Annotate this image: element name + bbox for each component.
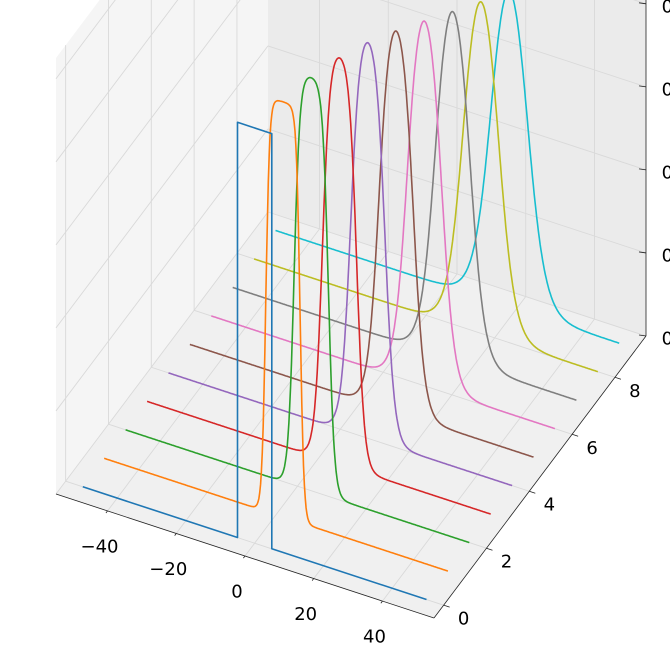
z-tick-mark <box>638 334 647 337</box>
z-grid-line <box>55 0 241 246</box>
x-tick-mark <box>174 533 177 536</box>
x-tick-mark <box>243 555 246 559</box>
x-tick-mark <box>105 510 108 514</box>
x-grid-line <box>313 296 527 579</box>
z-tick-label: 0.4 <box>662 162 670 183</box>
x-tick-label: 20 <box>294 604 317 625</box>
y-axis-line <box>433 335 647 619</box>
series-line-8 <box>253 0 599 373</box>
y-tick-label: 6 <box>586 438 597 459</box>
y-tick-mark <box>614 376 622 380</box>
z-tick-mark <box>638 168 647 171</box>
z-tick-label: 0.8 <box>662 0 670 17</box>
z-tick-label: 0.0 <box>662 329 670 350</box>
z-grid-line <box>267 211 647 337</box>
y-tick-mark <box>443 604 450 608</box>
z-grid-line <box>55 128 269 412</box>
z-grid-line <box>55 45 269 329</box>
z-tick-mark <box>638 251 647 254</box>
z-tick-label: 0.6 <box>662 79 670 100</box>
y-tick-label: 0 <box>458 609 469 630</box>
x-tick-mark <box>311 578 315 581</box>
z-grid-line <box>267 45 647 171</box>
series-line-7 <box>232 10 577 401</box>
series-group <box>82 0 620 601</box>
y-tick-mark <box>571 433 579 437</box>
z-grid-line <box>55 0 116 80</box>
x-tick-label: −40 <box>81 536 119 557</box>
y-tick-label: 8 <box>629 381 640 402</box>
x-tick-mark <box>380 600 383 604</box>
z-tick-label: 0.2 <box>662 246 670 267</box>
series-line-1 <box>103 99 449 572</box>
left-pane <box>56 0 268 494</box>
series-line-6 <box>211 20 556 430</box>
series-line-4 <box>168 41 513 487</box>
z-grid-line <box>55 0 179 163</box>
z-grid-line <box>55 211 269 495</box>
y-tick-label: 2 <box>501 552 512 573</box>
x-grid-line <box>175 251 389 534</box>
z-tick-mark <box>638 85 647 88</box>
y-tick-mark <box>486 547 493 551</box>
x-grid-line <box>244 273 458 557</box>
x-grid-line <box>382 318 595 602</box>
series-line-3 <box>146 57 491 515</box>
x-tick-label: −20 <box>149 559 187 580</box>
x-tick-label: 0 <box>231 582 242 603</box>
x-grid-line <box>107 228 320 512</box>
series-line-0 <box>82 121 427 601</box>
x-tick-label: 40 <box>363 627 386 648</box>
y-tick-label: 4 <box>544 495 555 516</box>
z-tick-mark <box>638 2 647 5</box>
z-grid-line <box>267 128 647 254</box>
y-tick-mark <box>529 490 536 494</box>
